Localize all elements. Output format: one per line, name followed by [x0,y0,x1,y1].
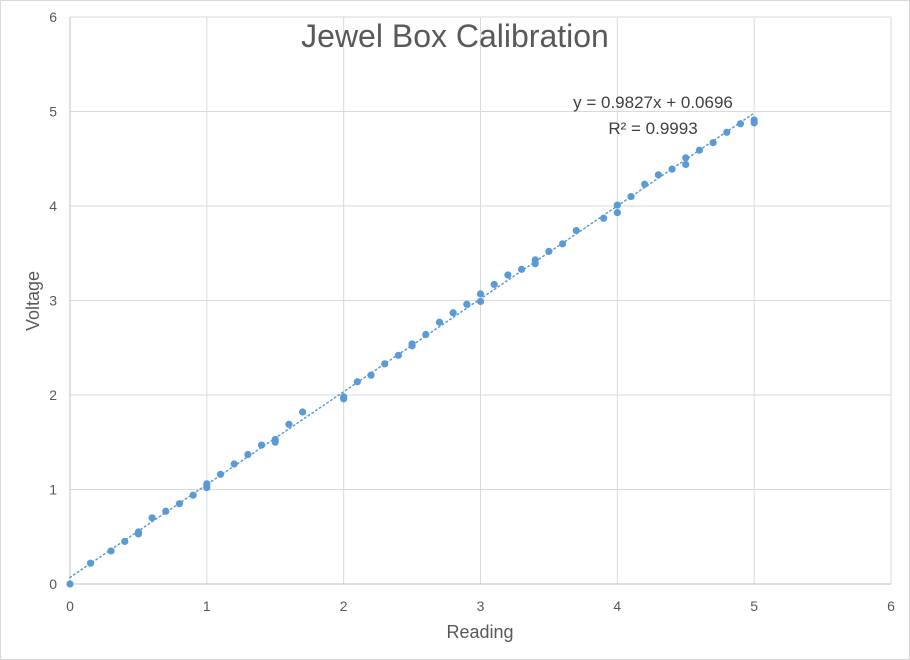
x-tick-label: 1 [203,598,211,614]
data-point [613,201,621,209]
data-point [271,435,279,444]
y-tick-label: 4 [49,198,57,214]
data-point [545,247,553,255]
y-tick-label: 5 [49,104,57,120]
data-point [559,240,567,248]
data-point [394,351,402,359]
data-point [668,165,676,173]
data-point [340,393,348,401]
data-point [750,116,758,124]
x-tick-label: 5 [750,598,758,614]
data-point [285,420,293,428]
data-point [257,441,266,449]
data-point [189,491,197,499]
data-point [203,480,211,488]
data-point [695,146,704,154]
y-tick-label: 1 [49,482,57,498]
data-point [435,318,444,326]
data-point [162,507,170,515]
x-axis-title: Reading [446,622,513,642]
y-tick-label: 2 [49,387,57,403]
data-point [107,547,115,555]
data-point [641,180,649,188]
data-point [66,580,74,588]
data-point [531,256,539,264]
data-point [121,537,129,546]
data-points [66,116,758,588]
data-point [736,120,745,128]
data-point [449,309,457,317]
data-point [654,171,662,179]
data-point [134,528,143,536]
data-point [175,500,184,508]
data-point [682,160,690,169]
x-tick-label: 2 [340,598,348,614]
data-point [299,408,307,416]
data-point [244,450,252,459]
data-point [517,265,526,273]
x-tick-label: 4 [613,598,621,614]
x-tick-label: 0 [66,598,74,614]
trendline-equation-label: y = 0.9827x + 0.0696 [573,93,733,112]
data-point [723,128,731,136]
y-axis-title: Voltage [23,271,43,331]
data-point [353,378,361,386]
trendline-r2-label: R² = 0.9993 [608,119,697,138]
data-point [682,154,690,162]
y-tick-label: 6 [49,9,57,25]
data-point [572,226,580,235]
data-point [367,371,375,379]
data-point [230,460,238,468]
data-point [490,280,498,289]
data-point [422,330,430,339]
data-point [504,271,512,279]
data-point [86,559,95,567]
data-point [216,470,225,478]
data-point [381,360,389,368]
data-point [463,300,471,308]
data-point [476,290,485,298]
chart-title: Jewel Box Calibration [301,18,609,54]
axes [69,17,891,585]
data-point [408,340,416,348]
x-tick-label: 6 [887,598,895,614]
tick-labels: 0 1 2 3 4 5 6 0 1 2 3 4 5 6 [49,9,895,614]
y-tick-label: 0 [49,576,57,592]
data-point [627,192,635,201]
y-tick-label: 3 [49,293,57,309]
data-point [613,209,621,217]
data-point [476,297,485,306]
data-point [709,139,717,147]
data-point [600,214,608,222]
data-point [148,514,156,522]
x-tick-label: 3 [477,598,485,614]
